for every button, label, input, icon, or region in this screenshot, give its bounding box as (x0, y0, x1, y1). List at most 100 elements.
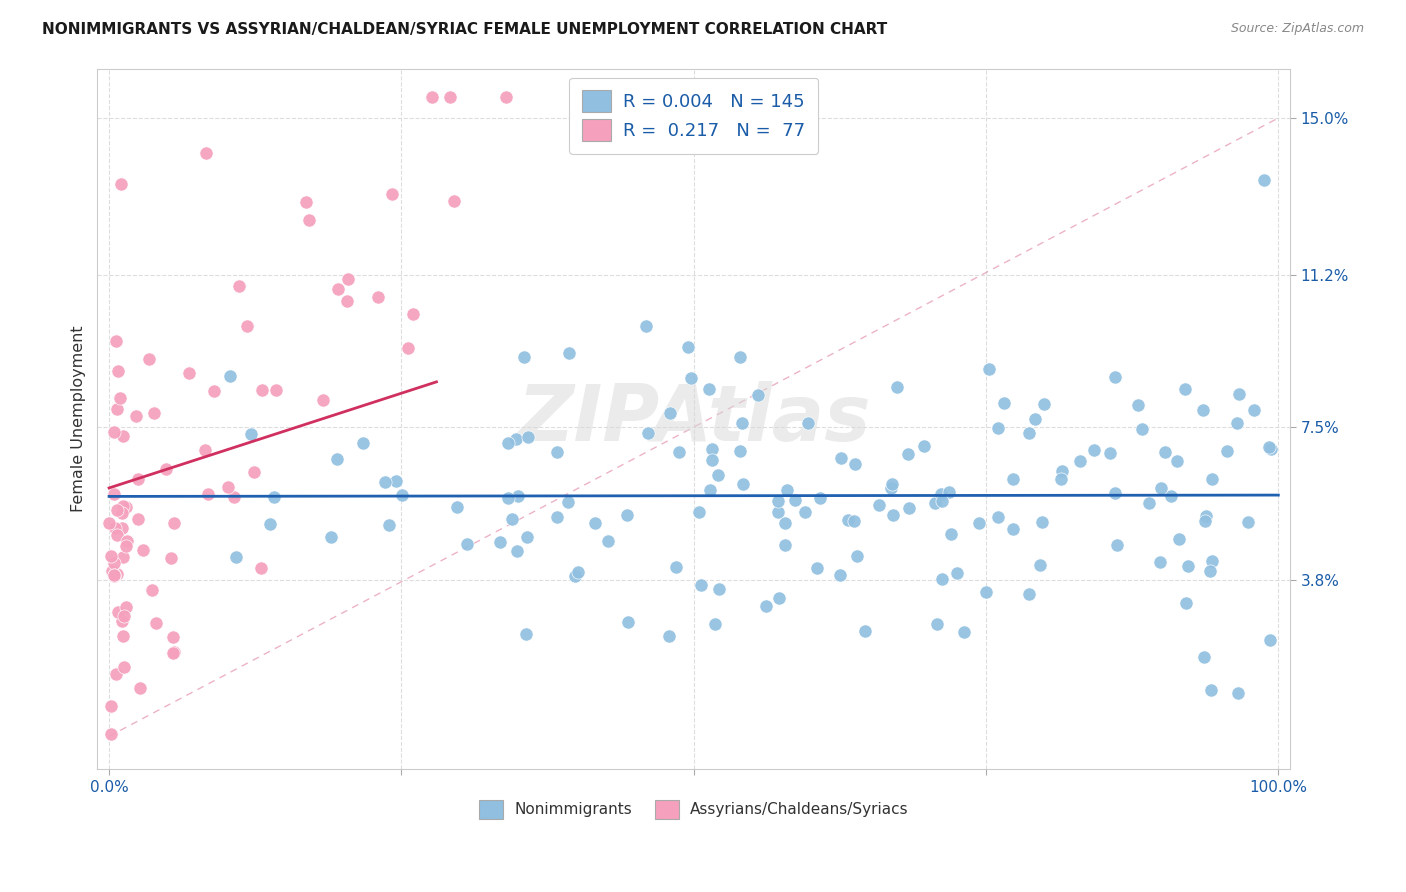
Point (728, 444, 751, 458)
Point (793, 505, 815, 519)
Point (336, 271, 359, 285)
Point (104, 521, 127, 535)
Point (1031, 515, 1053, 529)
Point (239, 427, 262, 442)
Point (678, 340, 700, 354)
Point (702, 453, 724, 467)
Point (616, 508, 638, 523)
Point (1149, 555, 1171, 569)
Point (993, 396, 1015, 410)
Point (145, 616, 167, 631)
Point (1199, 564, 1222, 578)
Point (112, 550, 135, 565)
Point (117, 534, 139, 549)
Point (378, 518, 401, 533)
Point (1194, 514, 1216, 528)
Point (219, 369, 242, 384)
Point (513, 350, 536, 364)
Point (111, 506, 134, 520)
Point (946, 566, 969, 580)
Point (617, 615, 640, 629)
Point (264, 383, 287, 397)
Point (259, 516, 281, 531)
Point (636, 318, 658, 333)
Point (1253, 173, 1275, 187)
Point (773, 516, 796, 530)
Point (974, 585, 997, 599)
Point (446, 500, 468, 514)
Point (162, 630, 184, 644)
Point (688, 506, 710, 520)
Point (506, 489, 529, 503)
Point (456, 537, 478, 551)
Point (987, 509, 1010, 524)
Point (1105, 538, 1128, 552)
Point (1237, 515, 1260, 529)
Point (194, 442, 217, 457)
Point (319, 530, 342, 544)
Point (1243, 403, 1265, 417)
Point (263, 490, 285, 504)
Point (374, 475, 396, 490)
Point (730, 416, 752, 430)
Point (546, 509, 568, 524)
Point (806, 561, 828, 575)
Point (747, 388, 769, 402)
Point (115, 500, 138, 514)
Point (1160, 489, 1182, 503)
Point (658, 630, 681, 644)
Point (107, 503, 129, 517)
Point (298, 213, 321, 227)
Point (103, 568, 125, 582)
Point (637, 426, 659, 441)
Point (488, 534, 510, 549)
Point (129, 681, 152, 695)
Point (1166, 454, 1188, 468)
Point (952, 624, 974, 639)
Point (707, 467, 730, 482)
Point (496, 436, 519, 450)
Point (217, 480, 239, 494)
Point (115, 539, 138, 553)
Point (103, 425, 125, 440)
Point (773, 538, 796, 552)
Point (495, 90, 517, 104)
Point (326, 452, 349, 467)
Point (844, 458, 866, 472)
Point (103, 569, 125, 583)
Point (766, 504, 789, 518)
Point (163, 645, 186, 659)
Point (312, 392, 335, 407)
Point (1018, 587, 1040, 601)
Point (228, 279, 250, 293)
Point (828, 568, 851, 582)
Point (1029, 558, 1052, 572)
Point (515, 627, 537, 641)
Point (1195, 509, 1218, 524)
Point (1137, 496, 1160, 510)
Point (1001, 522, 1024, 536)
Point (1050, 472, 1073, 486)
Point (1032, 397, 1054, 411)
Point (880, 481, 903, 495)
Point (115, 599, 138, 614)
Point (439, 90, 461, 104)
Point (931, 493, 953, 508)
Point (141, 582, 163, 597)
Point (443, 194, 465, 208)
Point (853, 624, 876, 638)
Point (1130, 422, 1153, 436)
Point (1069, 454, 1091, 468)
Point (925, 617, 948, 632)
Point (776, 483, 799, 498)
Point (103, 568, 125, 582)
Point (699, 483, 721, 498)
Point (583, 516, 606, 530)
Point (391, 488, 413, 502)
Point (1154, 445, 1177, 459)
Point (197, 487, 219, 501)
Point (1104, 486, 1126, 500)
Point (105, 334, 128, 348)
Point (204, 384, 226, 398)
Point (938, 485, 960, 500)
